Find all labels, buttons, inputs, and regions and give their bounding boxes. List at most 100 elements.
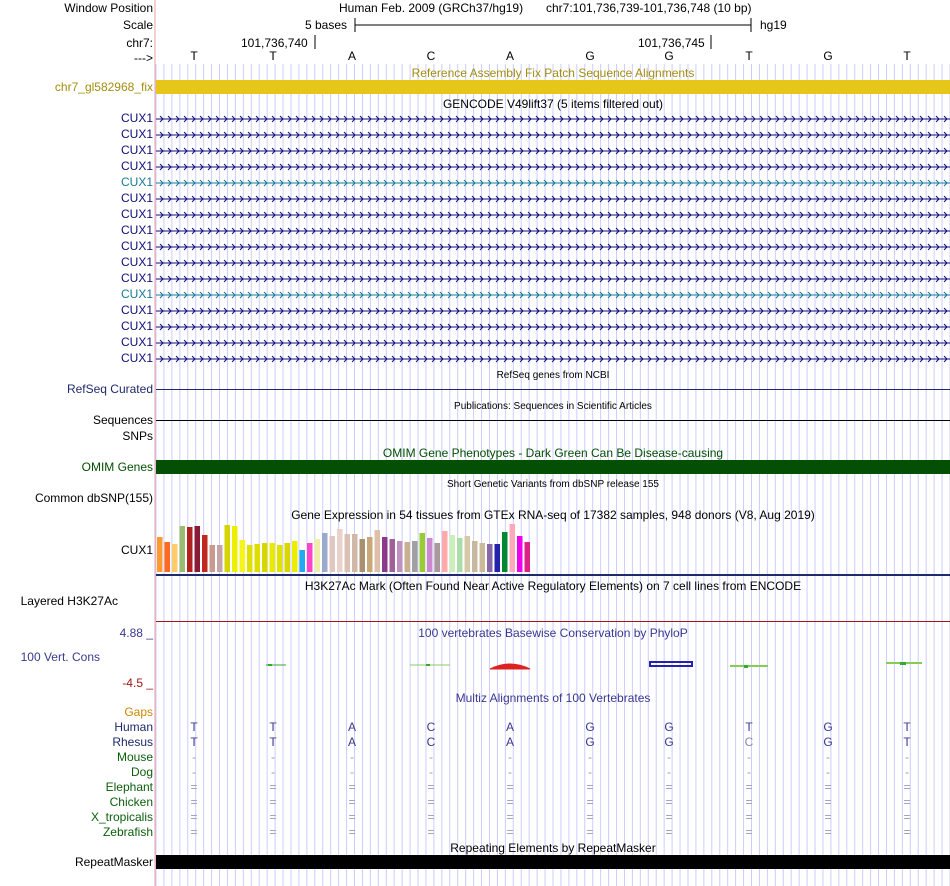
gencode-transcript[interactable] (156, 192, 950, 206)
gencode-transcript-label[interactable]: CUX1 (120, 351, 153, 365)
multiz-base: - (905, 765, 909, 779)
gencode-transcript-label[interactable]: CUX1 (120, 223, 153, 237)
gencode-transcript-label[interactable]: CUX1 (120, 255, 153, 269)
gtex-bar-chart[interactable] (156, 522, 950, 577)
base: T (745, 49, 753, 63)
gtex-bar (359, 539, 365, 572)
multiz-species-label[interactable]: Rhesus (112, 735, 153, 749)
gtex-bar (382, 537, 388, 572)
gencode-transcript-label[interactable]: CUX1 (120, 239, 153, 253)
gtex-bar (367, 537, 373, 572)
multiz-base: - (192, 750, 196, 764)
multiz-base: = (824, 825, 832, 839)
gencode-transcript[interactable] (156, 160, 950, 174)
base: T (269, 49, 277, 63)
gencode-transcript-label[interactable]: CUX1 (120, 207, 153, 221)
gencode-transcript-label[interactable]: CUX1 (120, 287, 153, 301)
gencode-transcript[interactable] (156, 272, 950, 286)
gencode-transcript[interactable] (156, 288, 950, 302)
gencode-transcript[interactable] (156, 144, 950, 158)
multiz-base: = (427, 810, 435, 824)
multiz-species-label[interactable]: Zebrafish (102, 825, 153, 839)
gtex-track-label[interactable]: CUX1 (120, 543, 153, 557)
gencode-transcript[interactable] (156, 176, 950, 190)
multiz-species-label[interactable]: Elephant (105, 780, 153, 794)
gtex-bar (404, 542, 410, 572)
multiz-base: - (429, 750, 433, 764)
gtex-bar (472, 541, 478, 572)
cons-track-label[interactable]: 100 Vert. Cons (20, 650, 100, 664)
multiz-base: = (190, 795, 198, 809)
multiz-base: C (426, 720, 436, 734)
pubs-label-sequences[interactable]: Sequences (92, 413, 153, 427)
multiz-base: = (506, 795, 514, 809)
gencode-transcript[interactable] (156, 320, 950, 334)
repeat-bar[interactable] (156, 855, 950, 869)
strand-arrow-label[interactable]: ---> (134, 51, 153, 65)
gencode-transcript-label[interactable]: CUX1 (120, 143, 153, 157)
patch-track-bar[interactable] (156, 80, 950, 94)
gtex-bar (427, 538, 433, 572)
multiz-base: G (585, 720, 595, 734)
scale-label: Scale (122, 18, 153, 32)
repeat-track-label[interactable]: RepeatMasker (74, 855, 153, 869)
multiz-base: - (588, 750, 592, 764)
multiz-base: = (586, 810, 594, 824)
gtex-bar (434, 543, 440, 572)
gencode-transcript-label[interactable]: CUX1 (120, 111, 153, 125)
gtex-bar (344, 534, 350, 572)
gtex-bar (299, 550, 305, 572)
pubs-label-snps[interactable]: SNPs (122, 429, 153, 443)
gtex-bar (194, 526, 200, 572)
h3k27ac-track-label[interactable]: Layered H3K27Ac (20, 594, 118, 608)
h3k27ac-baseline (156, 621, 950, 622)
multiz-species-label[interactable]: Mouse (116, 750, 153, 764)
omim-bar[interactable] (156, 460, 950, 474)
gencode-transcript[interactable] (156, 240, 950, 254)
omim-track-label[interactable]: OMIM Genes (81, 460, 153, 474)
multiz-species-label[interactable]: Dog (130, 765, 153, 779)
gtex-bar (479, 543, 485, 572)
gencode-transcript-label[interactable]: CUX1 (120, 159, 153, 173)
gencode-transcript[interactable] (156, 208, 950, 222)
gencode-transcript-label[interactable]: CUX1 (120, 175, 153, 189)
gencode-transcript[interactable] (156, 224, 950, 238)
multiz-species-label[interactable]: Human (114, 720, 153, 734)
multiz-base: = (269, 825, 277, 839)
multiz-base: = (190, 780, 198, 794)
patch-track-label[interactable]: chr7_gl582968_fix (54, 80, 153, 94)
gencode-transcript-label[interactable]: CUX1 (120, 319, 153, 333)
cons-wiggle[interactable] (156, 650, 950, 674)
gencode-transcript[interactable] (156, 336, 950, 350)
refseq-line[interactable] (156, 389, 950, 390)
multiz-base: - (826, 765, 830, 779)
gtex-bar (179, 526, 185, 572)
multiz-base: T (269, 720, 277, 734)
gencode-transcript[interactable] (156, 256, 950, 270)
gencode-transcript[interactable] (156, 352, 950, 366)
gencode-transcript-label[interactable]: CUX1 (120, 271, 153, 285)
gtex-bar (217, 545, 223, 572)
multiz-species-label[interactable]: Chicken (109, 795, 153, 809)
gencode-transcript[interactable] (156, 304, 950, 318)
gencode-transcript-label[interactable]: CUX1 (120, 303, 153, 317)
base: A (505, 49, 514, 63)
refseq-track-label[interactable]: RefSeq Curated (66, 382, 153, 396)
gencode-transcript-label[interactable]: CUX1 (120, 127, 153, 141)
multiz-base: T (190, 735, 198, 749)
gtex-bar (269, 543, 275, 572)
pubs-line[interactable] (156, 420, 950, 421)
gencode-transcript[interactable] (156, 128, 950, 142)
multiz-base: = (665, 795, 673, 809)
multiz-base: - (905, 750, 909, 764)
multiz-base: = (190, 810, 198, 824)
gencode-transcript-label[interactable]: CUX1 (120, 335, 153, 349)
dbsnp-track-label[interactable]: Common dbSNP(155) (34, 491, 153, 505)
multiz-species-label[interactable]: X_tropicalis (90, 810, 153, 824)
multiz-base: = (427, 795, 435, 809)
gencode-transcript[interactable] (156, 112, 950, 126)
gtex-bar (337, 529, 343, 572)
gencode-transcript-label[interactable]: CUX1 (120, 191, 153, 205)
multiz-species-label[interactable]: Gaps (124, 705, 153, 719)
